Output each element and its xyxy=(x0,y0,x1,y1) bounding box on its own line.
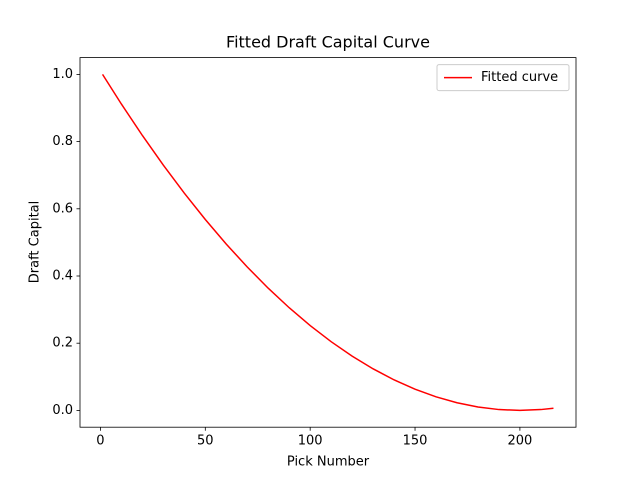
x-tick-label: 150 xyxy=(403,434,428,449)
x-tick-label: 200 xyxy=(507,434,532,449)
x-axis-label: Pick Number xyxy=(287,455,370,470)
y-tick-label: 0.8 xyxy=(52,134,73,149)
y-tick-label: 0.2 xyxy=(52,336,73,351)
chart-title: Fitted Draft Capital Curve xyxy=(226,33,430,52)
axes-frame xyxy=(79,57,577,428)
y-axis-label: Draft Capital xyxy=(28,201,43,283)
data-line xyxy=(101,73,554,412)
legend-box xyxy=(436,64,570,92)
y-tick-label: 0.4 xyxy=(52,269,73,284)
x-tick-label: 100 xyxy=(298,434,323,449)
y-tick-label: 0.6 xyxy=(52,201,73,216)
x-tick-label: 0 xyxy=(96,434,104,449)
x-tick-label: 50 xyxy=(197,434,214,449)
y-tick-label: 0.0 xyxy=(52,403,73,418)
legend-label: Fitted curve xyxy=(481,70,558,85)
y-tick-label: 1.0 xyxy=(52,67,73,82)
